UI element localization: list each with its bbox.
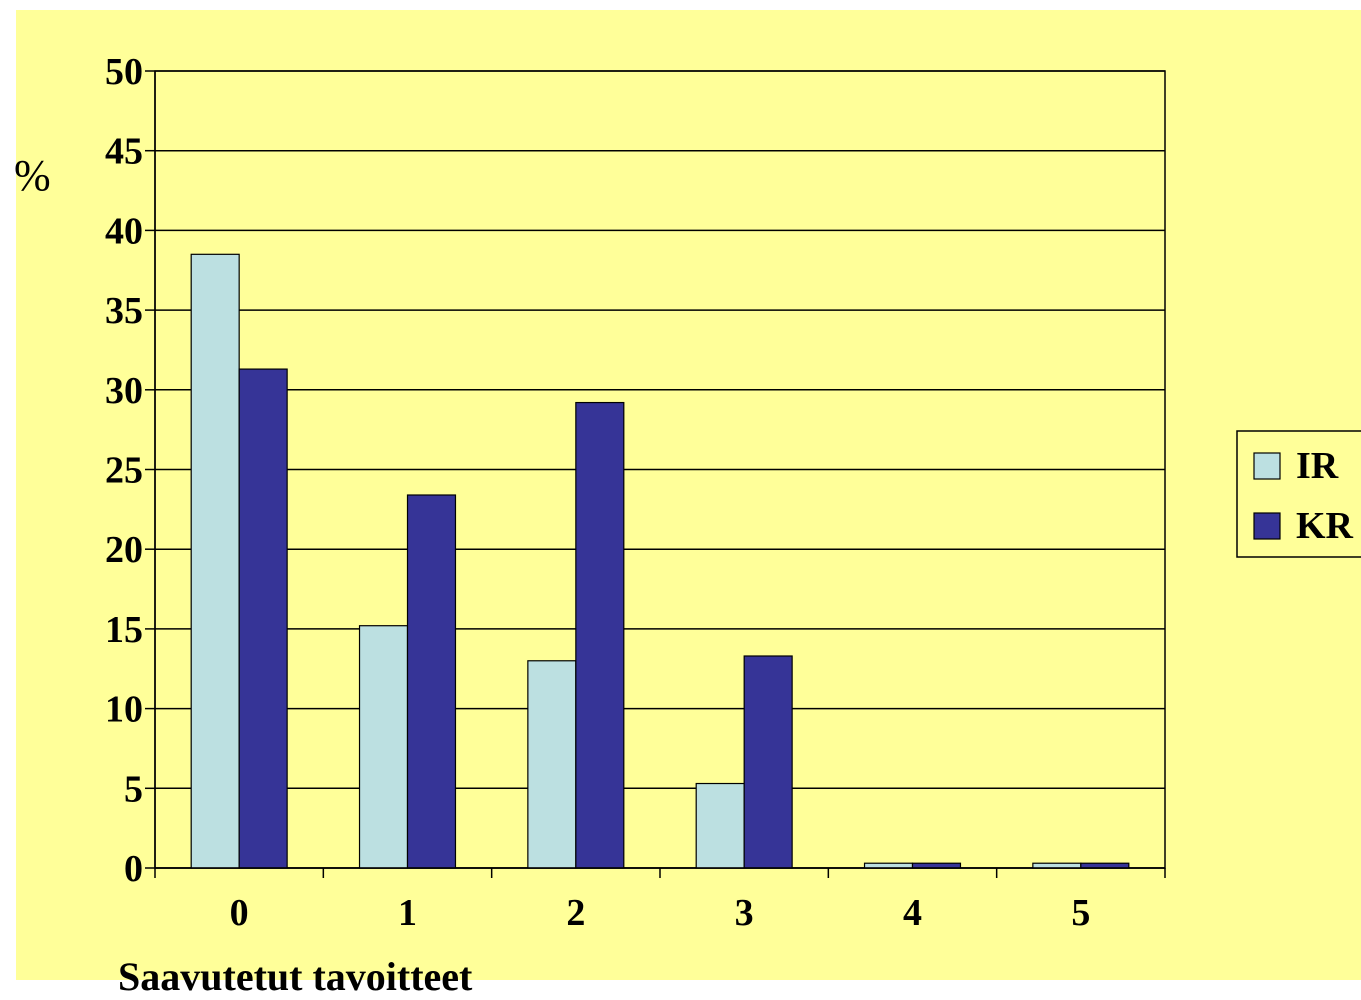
y-tick-label: 20 (105, 529, 143, 571)
legend-label-kr: KR (1296, 505, 1354, 547)
y-axis-label: % (14, 151, 51, 200)
x-tick-label: 0 (230, 892, 249, 934)
x-tick-label: 5 (1071, 892, 1090, 934)
bar-kr-2 (575, 401, 625, 869)
y-tick-label: 45 (105, 131, 143, 173)
y-tick-label: 0 (124, 848, 143, 890)
y-tick-label: 35 (105, 290, 143, 332)
y-tick-label: 25 (105, 450, 143, 492)
bar-ir-0 (190, 253, 240, 869)
bar-kr-1 (406, 494, 457, 869)
bars (190, 253, 1130, 869)
y-tick-label: 5 (124, 768, 143, 810)
plot-area (154, 70, 1166, 869)
x-axis-label: Saavutetut tavoitteet (118, 954, 473, 995)
legend-swatch-ir (1253, 452, 1281, 480)
bar-ir-2 (527, 660, 577, 869)
bar-ir-3 (695, 782, 745, 869)
legend-box (1236, 430, 1361, 558)
x-tick-label: 2 (566, 892, 585, 934)
y-tick-label: 10 (105, 689, 143, 731)
y-tick-label: 50 (105, 51, 143, 93)
x-tick-label: 1 (398, 892, 417, 934)
bar-kr-0 (238, 368, 288, 869)
bar-kr-3 (743, 655, 793, 869)
y-tick-label: 30 (105, 370, 143, 412)
x-tick-label: 4 (903, 892, 922, 934)
legend: IR KR (1236, 430, 1361, 558)
y-tick-label: 40 (105, 210, 143, 252)
legend-swatch-kr (1253, 512, 1281, 540)
x-tick-label: 3 (735, 892, 754, 934)
bar-ir-1 (358, 625, 409, 869)
legend-label-ir: IR (1296, 445, 1339, 487)
y-tick-label: 15 (105, 609, 143, 651)
